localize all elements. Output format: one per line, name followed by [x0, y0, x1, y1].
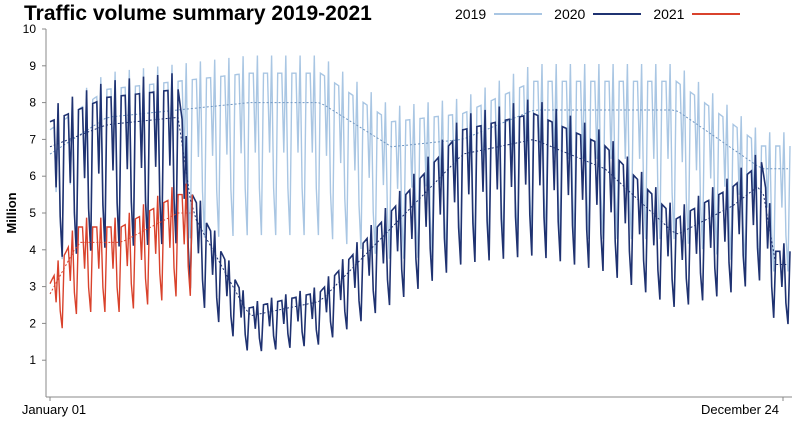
series-trend-2019	[49, 102, 788, 170]
legend-label-2021: 2021	[653, 6, 685, 22]
y-tick-label-6: 6	[29, 169, 36, 183]
legend-label-2020: 2020	[554, 6, 586, 22]
legend-label-2019: 2019	[455, 6, 487, 22]
y-tick-label-4: 4	[29, 243, 36, 257]
legend-swatch-2019	[494, 13, 543, 15]
legend-entry-2019: 2019	[455, 6, 543, 22]
series-layer	[49, 55, 791, 352]
y-tick-label-2: 2	[29, 316, 36, 330]
x-tick-label-end: December 24	[701, 402, 779, 417]
y-tick-label-10: 10	[23, 22, 37, 36]
legend-swatch-2021	[692, 13, 741, 15]
y-tick-label-8: 8	[29, 96, 36, 110]
y-axis-label: Million	[4, 192, 19, 233]
legend-entry-2021: 2021	[653, 6, 741, 22]
legend-swatch-2020	[593, 13, 642, 15]
y-tick-label-3: 3	[29, 280, 36, 294]
series-line-2021	[49, 183, 193, 329]
chart-title: Traffic volume summary 2019-2021	[24, 2, 372, 25]
series-trend-2021	[49, 212, 191, 295]
legend-entry-2020: 2020	[554, 6, 642, 22]
y-tick-label-5: 5	[29, 206, 36, 220]
series-trend-2020	[49, 116, 788, 317]
series-line-2020	[49, 73, 791, 352]
y-tick-label-9: 9	[29, 59, 36, 73]
legend: 2019 2020 2021	[455, 6, 752, 22]
y-tick-label-1: 1	[29, 353, 36, 367]
y-tick-label-7: 7	[29, 132, 36, 146]
axes: 1 2 3 4 5 6 7 8 9 10 Million January 01 December 24	[4, 22, 792, 417]
x-tick-label-start: January 01	[22, 402, 86, 417]
